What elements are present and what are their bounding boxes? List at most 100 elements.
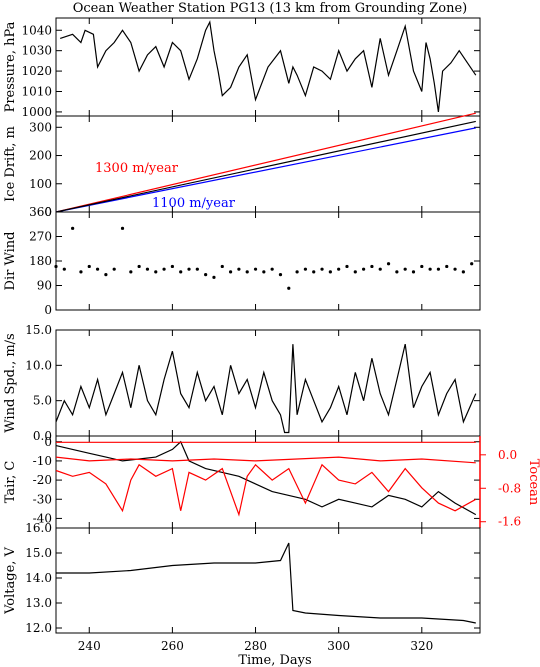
data-point	[403, 267, 407, 271]
y-tick-label: -20	[33, 473, 52, 487]
y-tick-label: 16.0	[25, 521, 52, 535]
data-point	[79, 270, 83, 274]
data-point	[120, 226, 125, 230]
panel-frame	[55, 527, 481, 634]
series-line-tair-3	[55, 456, 476, 464]
data-point	[204, 273, 208, 277]
data-point	[445, 264, 449, 269]
y2-tick-label: -1.6	[498, 515, 521, 529]
panel-dirwind: 0 90 180 270 360 Dir Wind	[3, 205, 481, 317]
data-point	[270, 267, 274, 271]
data-point	[187, 267, 191, 271]
y-tick-label: 13.0	[25, 596, 52, 610]
y-tick-label: 1020	[21, 64, 52, 78]
data-point	[62, 267, 66, 271]
data-point	[420, 264, 424, 269]
series-line-pressure-0	[60, 20, 477, 112]
y-tick-label: 15.0	[25, 546, 52, 560]
data-point	[179, 270, 183, 274]
y-tick-label: 270	[29, 230, 52, 244]
y-tick-label: 1040	[21, 23, 52, 37]
y-tick-label: 0	[44, 435, 52, 449]
y-tick-label: 5.0	[33, 394, 52, 408]
y-tick-label: 0	[44, 205, 52, 219]
data-point	[411, 270, 416, 274]
y-tick-label: 1030	[21, 44, 52, 58]
series-line-drift-2	[55, 120, 476, 213]
series-line-drift-0	[55, 112, 476, 213]
data-point	[370, 264, 374, 269]
data-point	[262, 270, 266, 274]
x-tick-label: 240	[78, 639, 101, 653]
y-axis-label-drift: Ice Drift, m	[3, 126, 18, 202]
data-point	[436, 267, 441, 271]
data-point	[312, 270, 316, 274]
data-point	[470, 262, 474, 266]
panel-voltage: 12.0 13.0 14.0 15.0 16.0 Voltage, V	[3, 521, 481, 635]
data-point	[71, 226, 75, 230]
data-point	[428, 267, 432, 271]
data-point	[95, 267, 100, 271]
data-point	[278, 273, 283, 277]
y-tick-label: 15.0	[25, 323, 52, 337]
data-point	[129, 270, 133, 274]
data-point	[195, 267, 199, 271]
y-tick-label: -40	[33, 511, 52, 525]
data-point	[395, 270, 399, 274]
y-tick-label: 1000	[21, 105, 52, 119]
data-point	[212, 275, 216, 279]
data-point	[237, 267, 241, 271]
data-point	[328, 270, 332, 274]
x-tick-label: 320	[410, 639, 433, 653]
data-point	[453, 267, 457, 271]
data-point	[362, 267, 366, 271]
y2-axis-label: Tocean	[526, 459, 540, 506]
data-point	[295, 270, 299, 274]
data-point	[112, 267, 116, 271]
series-line-tair-0	[55, 440, 477, 516]
y-tick-label: 360	[29, 205, 52, 219]
data-point	[320, 267, 324, 271]
y-tick-label: 100	[29, 177, 52, 191]
x-tick-label: 280	[244, 639, 267, 653]
data-point	[253, 267, 258, 271]
data-point	[303, 267, 308, 271]
data-point	[54, 264, 58, 269]
series-line-tair-2	[55, 463, 477, 517]
panel-frame	[55, 329, 481, 437]
data-point	[353, 270, 357, 274]
panel-drift: 0 100 200 300 Ice Drift, m 1300 m/year 1100 m/…	[3, 112, 481, 219]
data-point	[228, 270, 233, 274]
data-point	[378, 267, 382, 271]
y-tick-label: -30	[33, 492, 52, 506]
data-point	[104, 273, 108, 277]
y-tick-label: 10.0	[25, 358, 52, 372]
data-point	[162, 267, 166, 271]
data-point	[87, 264, 91, 269]
data-point	[154, 270, 158, 274]
y-tick-label: -10	[33, 454, 52, 468]
y2-tick-label: 0.0	[498, 448, 517, 462]
y-tick-label: 0.0	[33, 429, 52, 443]
annotation-1300: 1300 m/year	[95, 161, 179, 176]
x-tick-label: 300	[327, 639, 350, 653]
x-axis-label: Time, Days	[238, 653, 311, 667]
data-point	[337, 267, 341, 271]
y-tick-label: 0	[44, 303, 52, 317]
y-axis-label-tair: Tair, C	[3, 461, 18, 504]
series-line-drift-1	[55, 127, 476, 213]
y-tick-label: 180	[29, 254, 52, 268]
annotation-1100: 1100 m/year	[152, 196, 236, 211]
y-tick-label: 90	[37, 279, 52, 293]
data-point	[170, 264, 174, 269]
y-tick-label: 12.0	[25, 621, 52, 635]
y2-tick-label: -0.8	[498, 481, 521, 495]
data-point	[386, 262, 391, 266]
y-tick-label: 1010	[21, 85, 52, 99]
y-axis-label-voltage: Voltage, V	[3, 546, 18, 614]
series-line-voltage-0	[56, 542, 476, 624]
data-point	[220, 264, 224, 269]
data-point	[245, 270, 249, 274]
